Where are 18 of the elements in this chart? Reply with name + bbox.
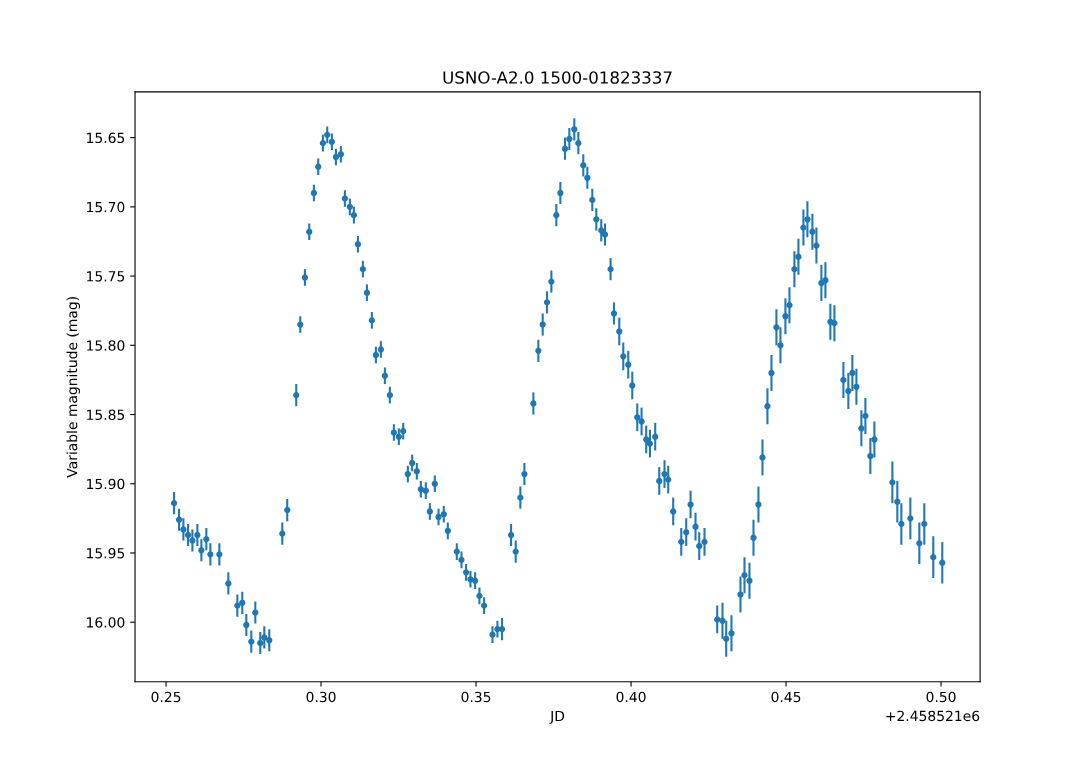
y-tick-label: 15.70 xyxy=(87,201,125,213)
x-tick-label: 0.25 xyxy=(151,691,181,703)
y-tick-label: 15.65 xyxy=(87,132,125,144)
y-tick-label: 15.85 xyxy=(87,409,125,420)
x-tick-label: 0.50 xyxy=(926,691,956,703)
y-tick-label: 15.95 xyxy=(87,547,125,559)
y-tick-label: 15.80 xyxy=(87,340,125,351)
x-tick-label: 0.35 xyxy=(461,691,491,703)
y-tick-label: 15.75 xyxy=(87,271,125,282)
x-tick-label: 0.40 xyxy=(616,691,646,703)
chart-title: USNO-A2.0 1500-01823337 xyxy=(443,71,672,84)
x-tick-label: 0.45 xyxy=(771,691,801,703)
y-tick-label: 16.00 xyxy=(87,617,125,628)
y-axis-title: Variable magnitude (mag) xyxy=(66,297,80,478)
x-axis-title: JD xyxy=(549,710,565,724)
y-tick-label: 15.90 xyxy=(87,478,125,490)
x-tick-label: 0.30 xyxy=(306,691,336,703)
text: +2.458521e6 xyxy=(886,710,980,722)
